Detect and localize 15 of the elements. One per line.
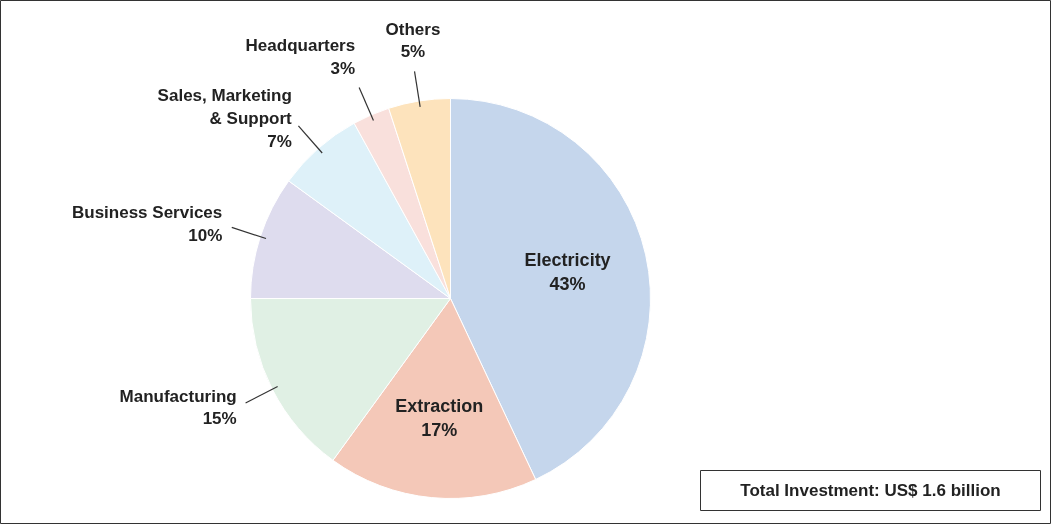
slice-label: Extraction	[395, 395, 484, 416]
data-label: 43%	[549, 274, 586, 295]
slice-label: Sales, Marketing & Support	[157, 86, 293, 128]
data-label: 15%	[202, 409, 237, 429]
slice-label: Electricity	[524, 250, 611, 271]
data-label: 3%	[330, 59, 356, 79]
slice-label: Business Services	[71, 203, 223, 223]
data-label: 5%	[400, 42, 426, 62]
data-label: 7%	[267, 131, 292, 151]
text: Total Investment: US$ 1.6 billion	[740, 481, 1001, 500]
slice-label: Headquarters	[245, 36, 356, 56]
data-label: 17%	[421, 419, 458, 440]
slice-label: Others	[385, 19, 441, 39]
data-label: 10%	[188, 226, 223, 246]
slice-label: Manufacturing	[119, 386, 237, 406]
